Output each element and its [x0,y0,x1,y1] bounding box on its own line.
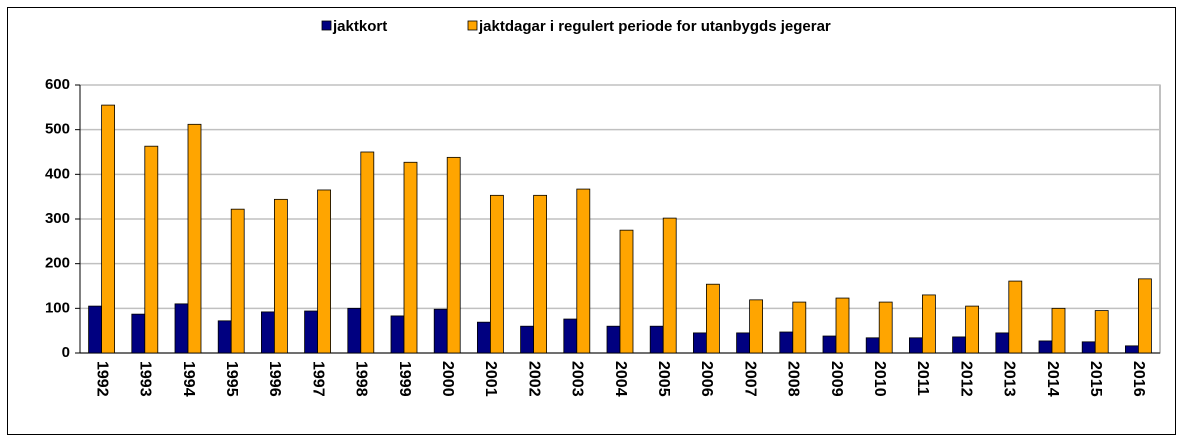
y-tick-label: 500 [45,121,70,138]
x-tick-label: 2011 [914,361,931,396]
bar [230,208,245,354]
y-tick-label: 0 [62,344,70,361]
legend-swatch [467,20,478,31]
y-tick-label: 600 [45,76,70,93]
bar [1008,280,1023,354]
bar [922,294,936,354]
x-tick-label: 2001 [482,361,499,397]
bar [304,310,319,354]
bar [749,299,763,354]
x-tick-label: 2015 [1087,361,1104,397]
x-tick-label: 2008 [785,361,802,397]
bar [792,301,807,354]
x-tick-label: 2009 [828,361,845,397]
bar [260,311,275,354]
bar [273,198,288,354]
bar [693,332,707,354]
bar [174,303,189,354]
bar [520,325,534,354]
bar [865,337,880,354]
bar [317,189,332,354]
legend-label: jaktkort [332,18,387,35]
bar [446,156,461,354]
x-tick-label: 2006 [698,361,715,397]
bar [706,283,720,354]
bar [101,104,115,354]
x-tick-label: 2005 [655,361,672,397]
bar [533,194,547,354]
bar [736,332,750,354]
bar [131,313,146,354]
bar [995,332,1010,354]
bar [662,217,677,354]
bar [619,229,634,354]
x-tick-label: 2002 [525,361,542,397]
x-tick-label: 1993 [137,361,154,397]
x-tick-label: 2010 [871,361,888,397]
bar [576,188,591,354]
y-tick-label: 100 [45,299,70,316]
x-tick-label: 2014 [1044,361,1061,397]
bar [606,325,621,354]
x-tick-label: 1995 [223,361,240,397]
bar [909,337,923,354]
y-tick-label: 300 [45,210,70,227]
y-tick-label: 400 [45,165,70,182]
bar [563,318,578,354]
bar [835,297,850,354]
bar [403,161,418,354]
x-tick-label: 2013 [1001,361,1018,397]
bar [144,145,159,354]
bar [360,151,375,354]
x-tick-label: 1999 [396,361,413,397]
legend-label: jaktdagar i regulert periode for utanbyg… [478,18,831,35]
bar [952,336,966,354]
x-tick-label: 2016 [1130,361,1147,397]
bar [878,301,893,354]
x-tick-label: 1992 [93,361,110,397]
x-tick-label: 2000 [439,361,456,397]
x-tick-label: 2007 [741,361,758,397]
bar [965,305,979,354]
bar [1138,278,1152,354]
bar [217,320,232,354]
bar [476,321,491,354]
x-tick-label: 2004 [612,361,629,397]
bar [1125,345,1139,354]
bar [433,308,448,354]
bar [1094,310,1109,354]
bar [822,335,837,354]
bar [347,307,362,354]
bar [649,325,664,354]
bar [779,331,794,354]
bar [489,194,504,354]
bar [1051,307,1066,354]
bar [88,305,102,354]
x-tick-label: 1996 [266,361,283,397]
legend-swatch [321,20,332,31]
bar [390,315,405,354]
x-tick-label: 1994 [180,361,197,397]
y-tick-label: 200 [45,255,70,272]
bar [1038,340,1053,354]
bar [1081,341,1096,354]
x-tick-label: 2012 [957,361,974,397]
x-tick-label: 1998 [353,361,370,397]
bar [187,123,202,354]
x-tick-label: 2003 [569,361,586,397]
x-tick-label: 1997 [309,361,326,397]
